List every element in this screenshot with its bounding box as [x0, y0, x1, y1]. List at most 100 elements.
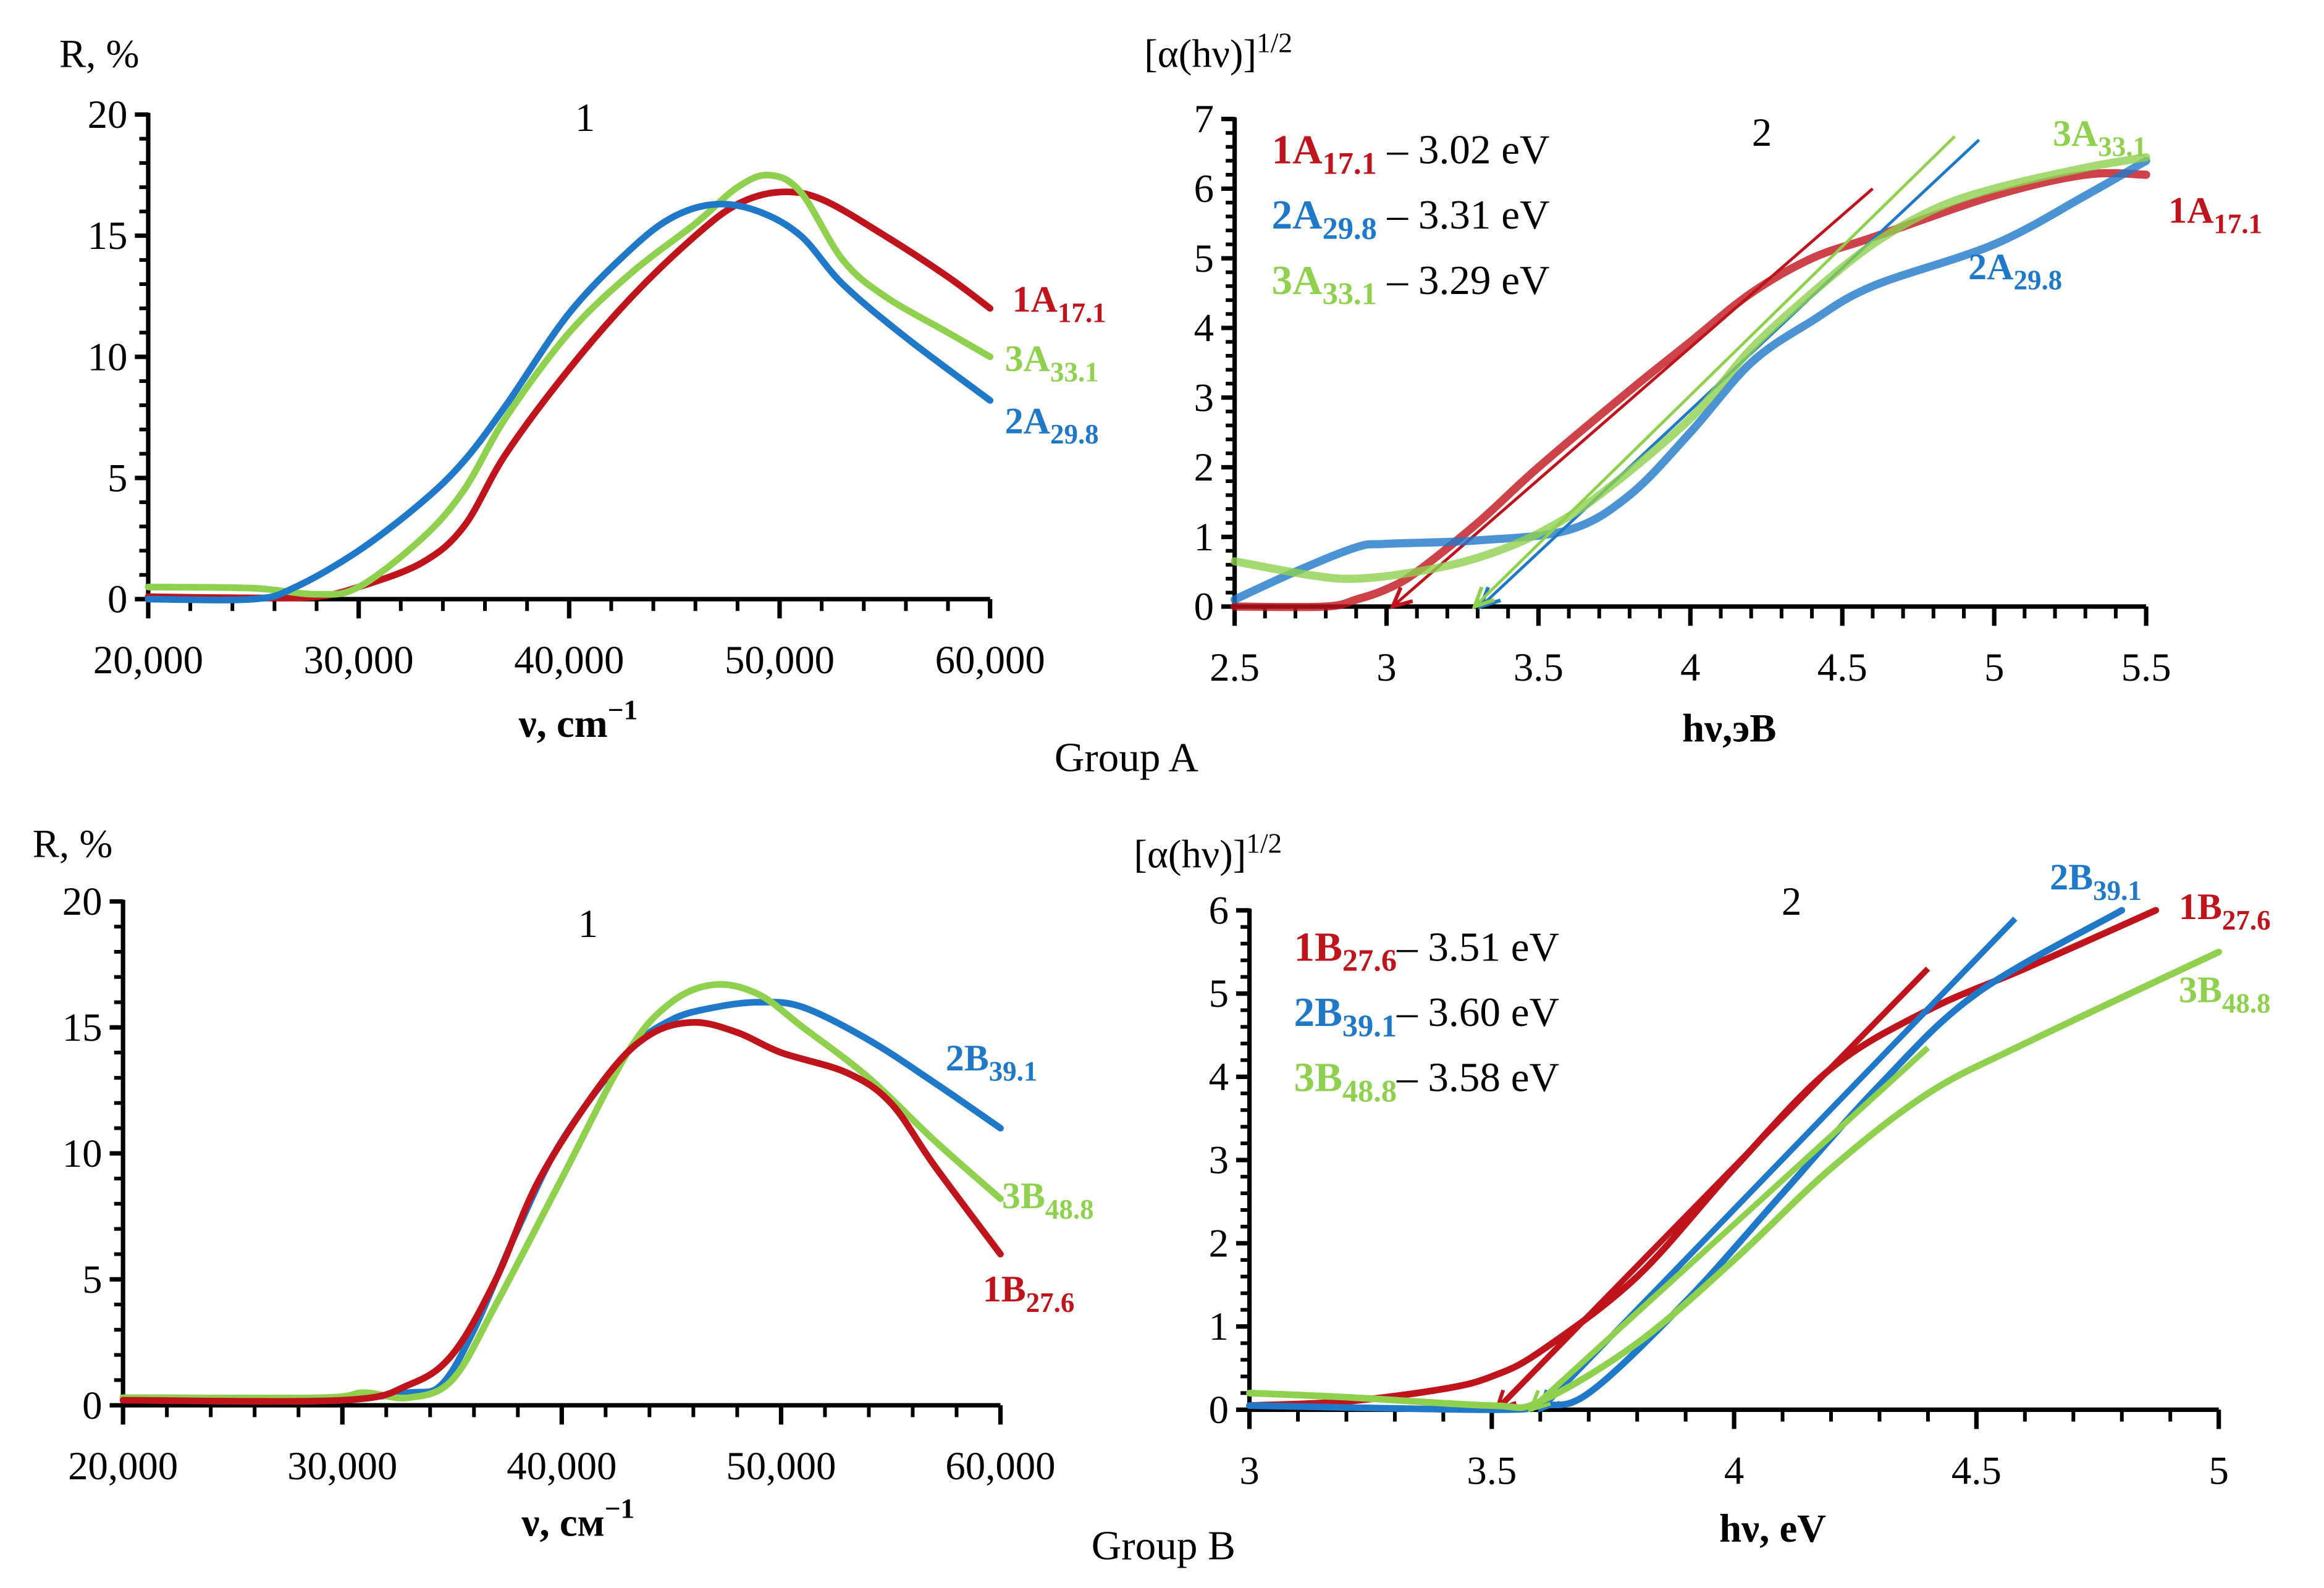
y-tick-label: 10 [62, 1132, 103, 1176]
series-label-1B-name: 1B [983, 1269, 1026, 1309]
legend-entry-2A-value: – 3.31 eV [1377, 191, 1550, 238]
x-tick-label: 3 [1239, 1448, 1259, 1493]
series-line-3A [1230, 153, 2150, 583]
series-line-1A [1230, 169, 2150, 611]
x-tick-label: 20,000 [68, 1444, 178, 1489]
y-axis-title-text: [α(hν)] [1144, 32, 1257, 77]
y-tick-label: 20 [88, 93, 128, 137]
x-axis-title-sup: −1 [605, 1493, 635, 1524]
x-tick-label: 2.5 [1210, 645, 1260, 690]
series-label-2B: 2B39.1 [2050, 857, 2142, 906]
y-axis-title-text: [α(hν)] [1134, 832, 1246, 876]
series-label-1A-name: 1A [2168, 190, 2213, 231]
y-tick-label: 7 [1194, 97, 1214, 141]
legend-entry-3B-value: – 3.58 eV [1396, 1054, 1559, 1101]
x-tick-label: 4.5 [1817, 645, 1867, 690]
x-axis-title: ν, cm−1 [518, 694, 638, 746]
legend-entry-1A-subscript: 17.1 [1323, 146, 1377, 180]
x-tick-label: 40,000 [507, 1444, 617, 1489]
x-tick-label: 4.5 [1951, 1448, 2002, 1493]
series-label-3A: 3A33.1 [2053, 113, 2147, 162]
panel-number: 1 [575, 96, 595, 140]
series-label-3B-name: 3B [2179, 970, 2222, 1010]
y-tick-label: 0 [1194, 585, 1214, 629]
series-label-1A-subscript: 17.1 [2213, 208, 2262, 239]
y-axis-title-text: R, % [59, 32, 140, 77]
series-label-1A: 1A17.1 [1013, 279, 1106, 329]
y-tick-label: 6 [1209, 888, 1229, 933]
series-line-3A [145, 172, 994, 598]
y-tick-label: 3 [1194, 376, 1214, 420]
y-tick-label: 5 [107, 456, 127, 500]
series-label-1B: 1B27.6 [983, 1269, 1075, 1318]
chart-A1: 0 5 10 15 20 20,000 30,000 40,000 50,000 60,000 R,… [59, 32, 1106, 746]
legend-entry-1B-subscript: 27.6 [1342, 943, 1397, 978]
y-tick-label: 2 [1209, 1221, 1229, 1266]
x-tick-label: 3.5 [1467, 1448, 1517, 1493]
y-tick-label: 20 [62, 880, 103, 924]
x-tick-label: 5.5 [2121, 645, 2171, 690]
legend-entry-2B-name: 2B [1294, 989, 1342, 1035]
tangent-line-3A [1473, 135, 1956, 608]
legend-entry-2A-subscript: 29.8 [1323, 211, 1377, 246]
series-label-3B: 3B48.8 [1002, 1175, 1094, 1225]
series-label-2A-name: 2A [1968, 246, 2013, 287]
legend-entry-2B-subscript: 39.1 [1342, 1009, 1397, 1043]
x-axis-title-text: ν, cm [518, 702, 608, 746]
series-label-2A: 2A29.8 [1968, 246, 2062, 296]
x-tick-label: 4 [1724, 1448, 1744, 1493]
series-label-2A: 2A29.8 [1005, 400, 1099, 450]
series-label-3A-name: 3A [2053, 113, 2098, 154]
x-tick-label: 60,000 [935, 638, 1045, 683]
y-tick-label: 5 [82, 1258, 102, 1302]
series-line-3B [1246, 948, 2223, 1411]
group-a-label: Group A [1055, 734, 1198, 780]
series-label-2B: 2B39.1 [946, 1038, 1038, 1087]
y-tick-label: 0 [82, 1384, 102, 1428]
y-axis-title: [α(hν)]1/2 [1144, 28, 1292, 77]
chart-B1: 0 5 10 15 20 20,000 30,000 40,000 50,000 60,000 R,… [33, 821, 1094, 1545]
panel-number: 1 [578, 902, 598, 946]
series-label-1A: 1A17.1 [2168, 190, 2262, 240]
series-line-2B [1246, 907, 2126, 1413]
series-label-3A-subscript: 33.1 [1050, 356, 1099, 387]
y-tick-label: 1 [1194, 515, 1214, 560]
series-label-3B-name: 3B [1002, 1175, 1045, 1216]
panel-number: 2 [1782, 880, 1801, 924]
y-tick-label: 5 [1209, 972, 1229, 1016]
arrow-icon-3A [1471, 586, 1495, 610]
series-label-2A-subscript: 29.8 [2013, 265, 2062, 296]
series-label-2A-name: 2A [1005, 400, 1050, 441]
y-axis-title-text: R, % [33, 821, 113, 866]
legend-entry-1B: 1B27.6– 3.51 eV [1294, 923, 1560, 978]
arrow-icon-1A [1389, 586, 1413, 610]
x-tick-label: 5 [2208, 1448, 2228, 1493]
panel-number: 2 [1752, 111, 1772, 155]
legend-entry-1B-value: – 3.51 eV [1396, 923, 1559, 970]
series-label-3B-subscript: 48.8 [2222, 988, 2271, 1019]
x-tick-label: 50,000 [725, 638, 835, 683]
series-label-2B-subscript: 39.1 [2093, 875, 2142, 906]
series-label-2B-name: 2B [2050, 857, 2093, 897]
series-label-2B-subscript: 39.1 [989, 1056, 1038, 1087]
y-tick-label: 4 [1209, 1055, 1229, 1099]
arrow-icon-2A [1477, 586, 1501, 610]
y-tick-label: 10 [88, 335, 128, 379]
legend-entry-1B-name: 1B [1294, 923, 1342, 970]
y-axis-title: R, % [33, 821, 113, 866]
series-label-1A-subscript: 17.1 [1058, 297, 1106, 328]
series-label-3B-subscript: 48.8 [1045, 1194, 1094, 1225]
series-label-3A: 3A33.1 [1005, 338, 1099, 388]
x-tick-label: 4 [1680, 645, 1700, 690]
legend-entry-3A: 3A33.1 – 3.29 eV [1272, 257, 1550, 311]
x-tick-label: 50,000 [726, 1444, 836, 1489]
series-line-3B [119, 981, 1004, 1401]
series-label-1B-name: 1B [2179, 886, 2222, 927]
legend-entry-1A-name: 1A [1272, 127, 1323, 173]
series-label-3A-name: 3A [1005, 338, 1050, 379]
legend-entry-3A-name: 3A [1272, 257, 1323, 303]
tangent-line-1B [1494, 966, 1930, 1412]
x-axis-title-text: hν,эВ [1682, 706, 1776, 750]
